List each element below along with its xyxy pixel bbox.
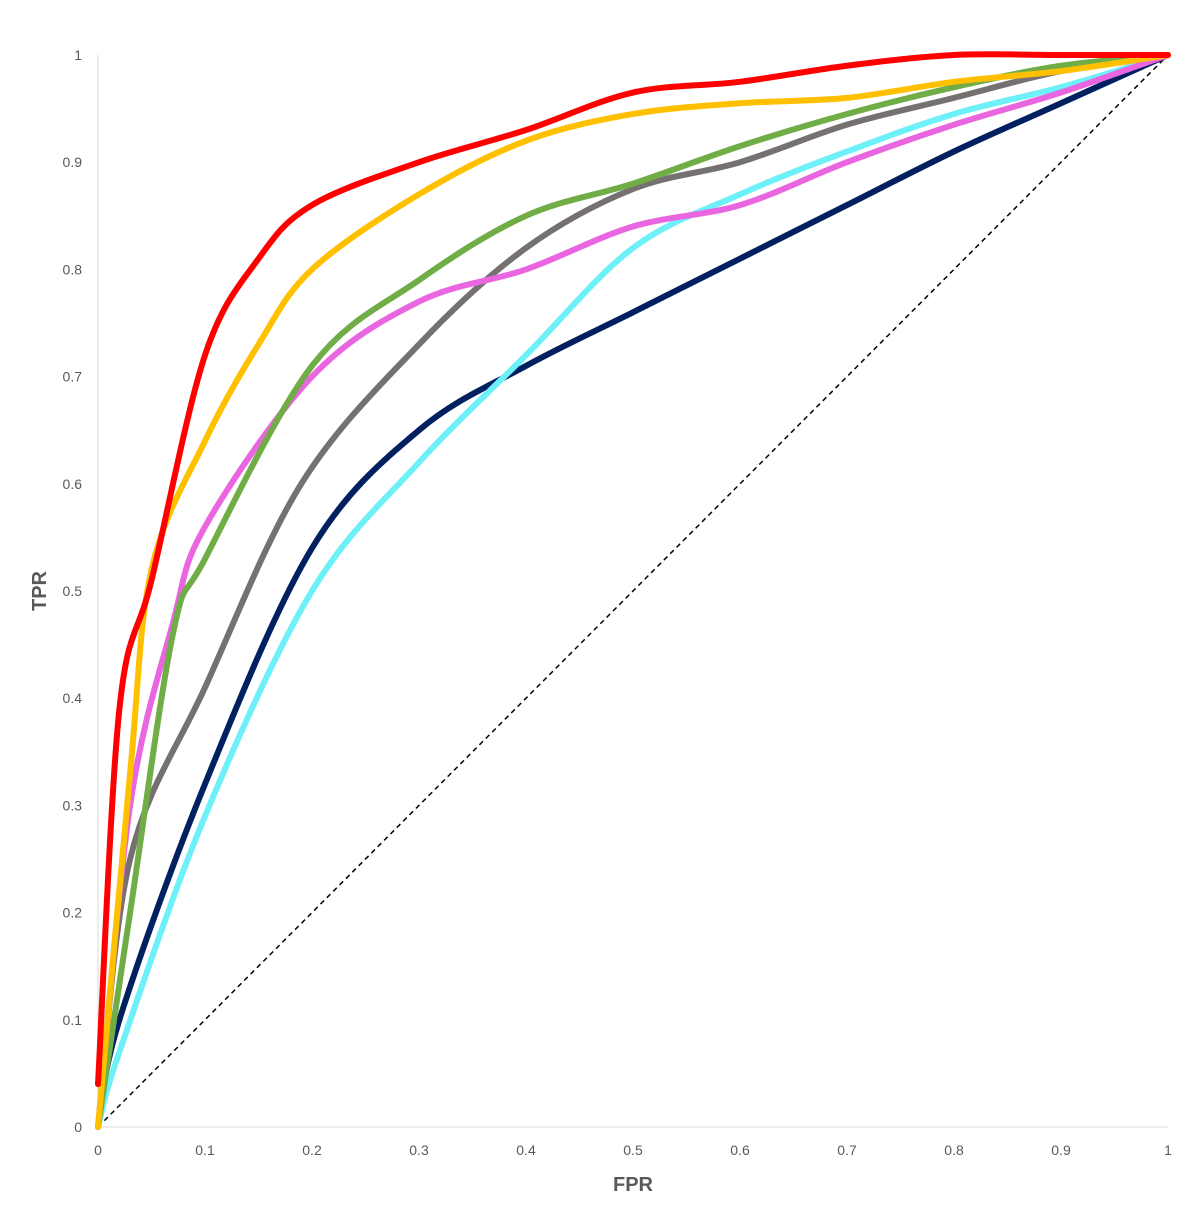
- series-line-5: [95, 52, 1171, 1130]
- x-tick-label: 0.2: [302, 1142, 322, 1158]
- x-tick-label: 0.5: [623, 1142, 643, 1158]
- y-tick-label: 0: [74, 1119, 82, 1135]
- y-tick-label: 0.4: [63, 690, 83, 706]
- y-tick-label: 0.6: [63, 476, 83, 492]
- y-tick-label: 0.9: [63, 154, 83, 170]
- y-tick-label: 0.3: [63, 797, 83, 813]
- chance-reference-line: [97, 54, 1169, 1128]
- series-line-1: [95, 52, 1171, 1130]
- x-tick-label: 0: [94, 1142, 102, 1158]
- y-tick-label: 0.8: [63, 261, 83, 277]
- x-tick-label: 0.4: [516, 1142, 536, 1158]
- y-tick-label: 0.1: [63, 1012, 83, 1028]
- x-tick-label: 0.8: [944, 1142, 964, 1158]
- x-tick-label: 0.3: [409, 1142, 429, 1158]
- plot-area: 0 0.1 0.2 0.3 0.4 0.5 0.6 0.7 0.8 0.9 1 0 0.1 0.2 0.3…: [63, 47, 1173, 1158]
- x-tick-label: 1: [1164, 1142, 1172, 1158]
- x-tick-labels: 0 0.1 0.2 0.3 0.4 0.5 0.6 0.7 0.8 0.9 1: [94, 1142, 1172, 1158]
- x-tick-label: 0.1: [195, 1142, 215, 1158]
- x-tick-label: 0.6: [730, 1142, 750, 1158]
- y-tick-labels: 0 0.1 0.2 0.3 0.4 0.5 0.6 0.7 0.8 0.9 1: [63, 47, 83, 1135]
- series-lines: [95, 51, 1171, 1130]
- series-line-2: [95, 52, 1171, 1130]
- y-tick-label: 0.7: [63, 369, 83, 385]
- series-line-6: [95, 52, 1171, 1130]
- y-tick-label: 1: [74, 47, 82, 63]
- x-axis-title: FPR: [613, 1174, 654, 1196]
- y-axis-title: TPR: [29, 570, 51, 611]
- series-line-4: [95, 52, 1171, 1130]
- x-tick-label: 0.7: [837, 1142, 857, 1158]
- series-line-7: [95, 51, 1171, 1088]
- series-line-3: [95, 52, 1171, 1130]
- x-tick-label: 0.9: [1051, 1142, 1071, 1158]
- y-tick-label: 0.5: [63, 583, 83, 599]
- y-tick-label: 0.2: [63, 905, 83, 921]
